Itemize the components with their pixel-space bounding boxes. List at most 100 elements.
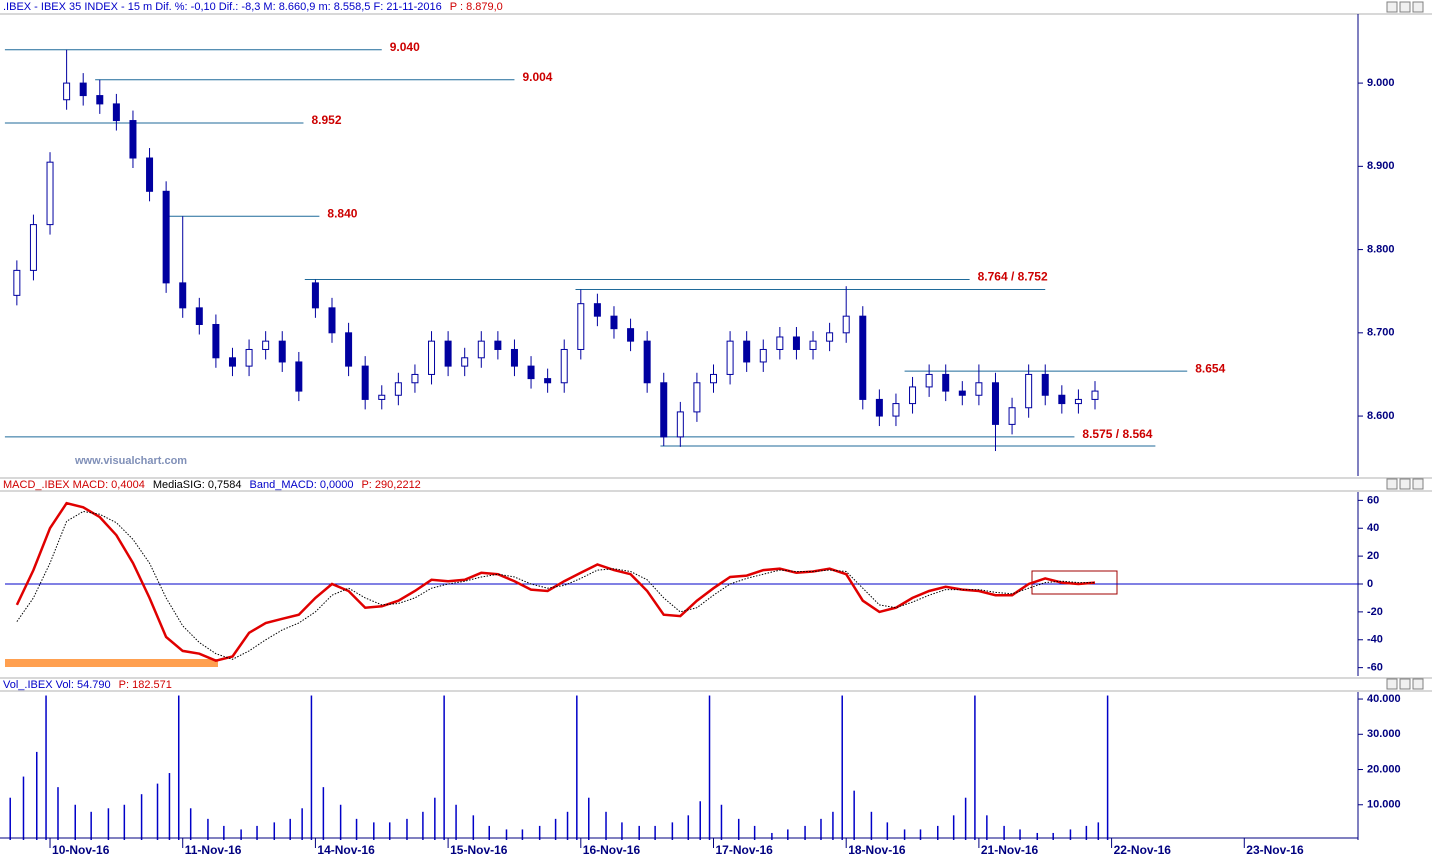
volume-bar: [804, 825, 806, 840]
candle-body: [743, 340, 751, 363]
volume-bar: [373, 822, 375, 840]
y-tick-label: 10.000: [1367, 799, 1401, 811]
candle-body: [909, 386, 917, 405]
candle-body: [112, 103, 120, 122]
candle-body: [527, 365, 535, 380]
candle-body: [494, 340, 502, 350]
volume-bar: [488, 825, 490, 840]
volume-bar: [654, 825, 656, 840]
y-tick-label: -40: [1367, 634, 1383, 646]
candle-body: [643, 340, 651, 384]
window-button: [1386, 1, 1398, 13]
window-button: [1412, 678, 1424, 690]
candle-body: [859, 315, 867, 400]
header-item: Vol_.IBEX Vol: 54.790: [3, 679, 111, 691]
candle-body: [311, 282, 319, 309]
volume-bar: [472, 815, 475, 840]
volume-bar: [207, 818, 209, 840]
candle-body: [875, 398, 883, 417]
volume-bar: [621, 822, 623, 840]
pane-header: MACD_.IBEX MACD: 0,4004 MediaSIG: 0,7584 B…: [3, 479, 421, 491]
x-tick-label: 21-Nov-16: [981, 843, 1039, 857]
candle-body: [428, 340, 436, 375]
candle-body: [975, 382, 983, 396]
pane-header: .IBEX - IBEX 35 INDEX - 15 m Dif. %: -0,…: [3, 1, 503, 13]
candle-body: [892, 403, 900, 417]
volume-bar: [256, 825, 258, 840]
volume-bar: [434, 797, 436, 840]
candle-body: [1058, 394, 1066, 405]
macd-line: [15, 501, 1096, 663]
y-tick-label: 20: [1367, 550, 1379, 562]
candle-body: [610, 315, 618, 330]
volume-bar: [870, 811, 873, 840]
level-label: 8.654: [1195, 361, 1225, 375]
volume-bar: [720, 804, 723, 840]
candle-body: [96, 95, 104, 105]
volume-bar: [737, 818, 740, 840]
volume-bar: [919, 829, 922, 840]
y-tick-label: -20: [1367, 606, 1383, 618]
x-tick-label: 18-Nov-16: [848, 843, 906, 857]
window-button: [1386, 678, 1398, 690]
header-item: P: 290,2212: [361, 479, 420, 491]
level-label: 9.004: [522, 70, 552, 84]
candle-body: [411, 373, 419, 384]
volume-bar: [1097, 822, 1100, 840]
volume-bar: [671, 822, 674, 840]
header-item: P: 182.571: [119, 679, 172, 691]
candle-body: [245, 348, 253, 367]
volume-bar: [538, 825, 541, 840]
volume-bar: [576, 695, 578, 840]
volume-bar: [339, 804, 342, 840]
candle-body: [1041, 373, 1049, 396]
x-tick-label: 11-Nov-16: [185, 843, 242, 857]
candle-body: [444, 340, 452, 367]
volume-bar: [832, 811, 834, 840]
window-button: [1399, 678, 1411, 690]
candle-body: [560, 348, 568, 384]
volume-bar: [443, 695, 445, 840]
volume-bar: [406, 818, 408, 840]
volume-bar: [240, 829, 242, 840]
x-tick-label: 14-Nov-16: [317, 843, 375, 857]
volume-bar: [708, 695, 711, 840]
candle-body: [660, 382, 668, 438]
volume-bar: [974, 695, 976, 840]
y-tick-label: 8.600: [1367, 410, 1395, 422]
candle-body: [179, 282, 187, 309]
volume-bar: [140, 794, 143, 840]
indicator-bar: [5, 659, 218, 667]
candle-body: [1074, 398, 1082, 405]
volume-bar: [903, 829, 906, 840]
volume-bar: [841, 695, 843, 840]
volume-bar: [9, 797, 11, 840]
volume-bar: [771, 832, 773, 840]
volume-bar: [1052, 832, 1054, 840]
volume-bar: [588, 797, 590, 840]
candle-body: [627, 328, 635, 342]
candle-body: [842, 315, 850, 334]
volume-bar: [123, 804, 126, 840]
volume-bar: [177, 695, 180, 840]
volume-bar: [45, 695, 47, 840]
candle-body: [378, 394, 386, 400]
volume-bar: [90, 811, 92, 840]
window-button: [1412, 478, 1424, 490]
volume-bar: [289, 818, 291, 840]
y-tick-label: 8.900: [1367, 160, 1395, 172]
volume-bar: [937, 825, 939, 840]
candle-body: [162, 190, 170, 284]
y-tick-label: 9.000: [1367, 77, 1395, 89]
candle-body: [278, 340, 286, 363]
volume-bar: [986, 815, 988, 840]
volume-bar: [422, 811, 424, 840]
level-label: 8.952: [311, 113, 341, 127]
volume-bar: [74, 804, 76, 840]
y-tick-label: 40: [1367, 522, 1379, 534]
x-tick-label: 17-Nov-16: [716, 843, 774, 857]
y-tick-label: 0: [1367, 578, 1373, 590]
candle-body: [63, 82, 71, 101]
